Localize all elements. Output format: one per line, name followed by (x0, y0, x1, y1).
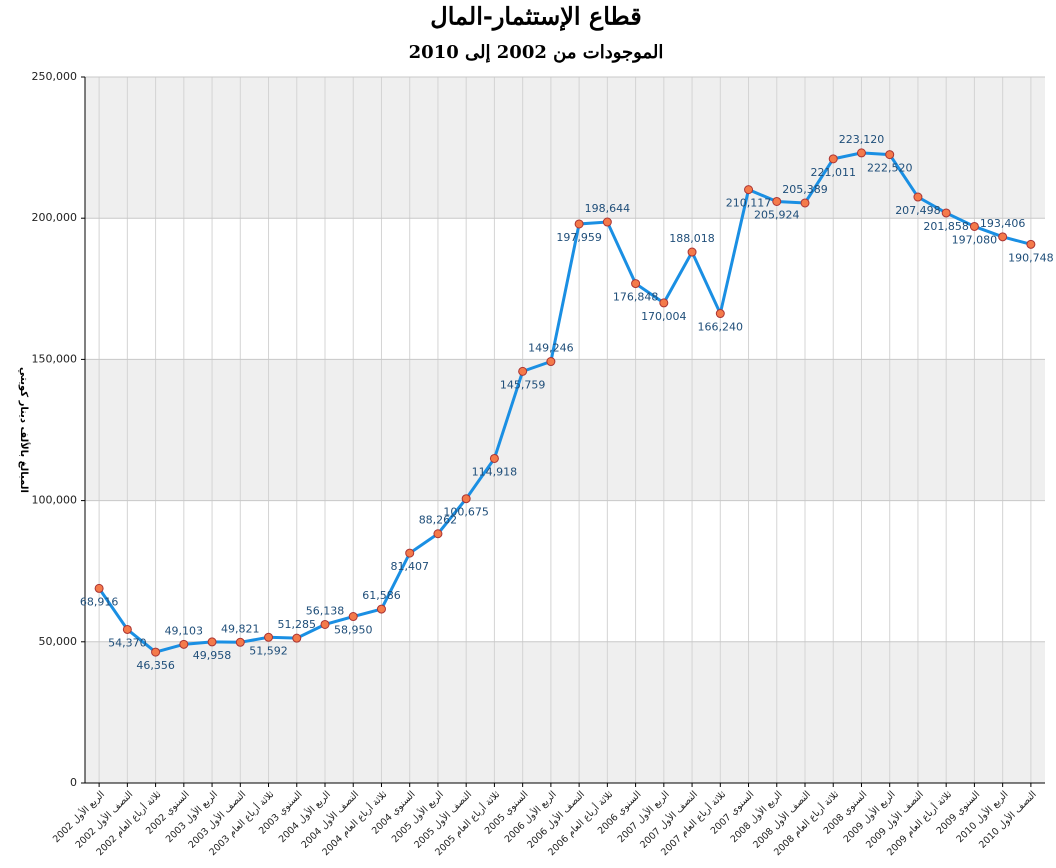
data-label: 100,675 (443, 506, 489, 519)
data-label: 190,748 (1008, 251, 1054, 264)
marker (856, 148, 866, 158)
data-label: 198,644 (585, 202, 631, 215)
y-tick-label: 200,000 (32, 211, 78, 224)
data-label: 197,080 (952, 233, 998, 246)
data-label: 61,586 (362, 589, 401, 602)
data-label: 114,918 (472, 465, 518, 478)
marker (433, 529, 443, 539)
marker (828, 154, 838, 164)
data-label: 207,498 (895, 204, 941, 217)
marker (602, 217, 612, 227)
y-tick-label: 0 (70, 776, 77, 789)
marker (715, 309, 725, 319)
y-tick-label: 100,000 (32, 494, 78, 507)
data-label: 166,240 (698, 321, 744, 334)
marker (489, 453, 499, 463)
marker (461, 494, 471, 504)
marker (913, 192, 923, 202)
data-label: 49,103 (165, 624, 204, 637)
marker (348, 612, 358, 622)
data-label: 201,858 (923, 220, 969, 233)
y-tick-label: 250,000 (32, 70, 78, 83)
data-label: 221,011 (810, 166, 856, 179)
data-label: 149,246 (528, 342, 574, 355)
chart-title: قطاع الإستثمار-المال (430, 2, 641, 32)
data-label: 223,120 (839, 133, 885, 146)
marker (151, 647, 161, 657)
y-tick-label: 50,000 (39, 635, 78, 648)
data-label: 88,262 (419, 514, 458, 527)
marker (94, 583, 104, 593)
marker (518, 366, 528, 376)
marker (207, 637, 217, 647)
marker (885, 150, 895, 160)
plot-band (85, 77, 1045, 219)
marker (998, 232, 1008, 242)
data-label: 81,407 (390, 560, 429, 573)
data-label: 188,018 (669, 232, 715, 245)
marker (969, 221, 979, 231)
y-axis-label: المبالغ بالألف دينار كويتي (18, 367, 31, 493)
data-label: 176,848 (613, 291, 659, 304)
data-label: 193,406 (980, 217, 1026, 230)
marker (546, 357, 556, 367)
data-label: 205,924 (754, 208, 800, 221)
marker (292, 633, 302, 643)
data-label: 210,117 (726, 197, 772, 210)
marker (405, 548, 415, 558)
marker (941, 208, 951, 218)
marker (264, 632, 274, 642)
data-label: 58,950 (334, 624, 373, 637)
data-label: 54,370 (108, 636, 147, 649)
marker (122, 624, 132, 634)
marker (631, 279, 641, 289)
marker (1026, 239, 1036, 249)
data-label: 145,759 (500, 378, 546, 391)
y-tick-label: 150,000 (32, 352, 78, 365)
marker (179, 639, 189, 649)
marker (320, 619, 330, 629)
marker (659, 298, 669, 308)
data-label: 205,389 (782, 183, 828, 196)
data-label: 222,520 (867, 162, 913, 175)
marker (744, 185, 754, 195)
marker (574, 219, 584, 229)
data-label: 197,959 (556, 231, 602, 244)
line (97, 151, 1032, 654)
marker (800, 198, 810, 208)
plot-band (85, 641, 1045, 783)
data-label: 49,958 (193, 649, 232, 662)
chart-subtitle: الموجودات من 2002 إلى 2010 (409, 42, 664, 63)
data-label: 68,916 (80, 595, 119, 608)
data-label: 51,285 (278, 618, 317, 631)
plot-band (85, 359, 1045, 501)
marker (235, 637, 245, 647)
data-label: 170,004 (641, 310, 687, 323)
marker (376, 604, 386, 614)
data-label: 49,821 (221, 622, 260, 635)
marker (687, 247, 697, 257)
data-label: 46,356 (136, 659, 175, 672)
data-label: 56,138 (306, 604, 345, 617)
data-label: 51,592 (249, 644, 288, 657)
marker (772, 196, 782, 206)
